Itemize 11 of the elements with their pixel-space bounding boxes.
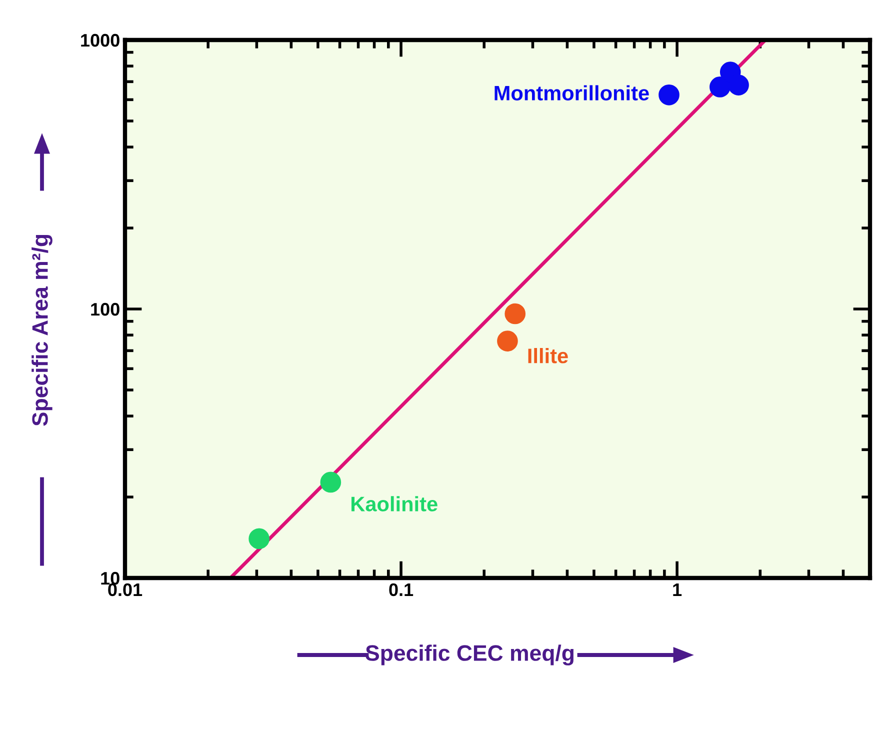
series-label: Montmorillonite xyxy=(494,85,649,100)
y-axis-title: Specific Area m²/g xyxy=(32,234,52,426)
x-tick-label: 0.1 xyxy=(389,583,414,596)
y-tick-label: 100 xyxy=(91,302,120,316)
y-tick-label: 10 xyxy=(101,572,120,585)
y-tick-label: 1000 xyxy=(81,34,120,47)
x-tick-label: 1 xyxy=(673,584,682,596)
series-label: Kaolinite xyxy=(352,496,438,512)
series-label: Illite xyxy=(528,348,568,364)
x-axis-title: Specific CEC meq/g xyxy=(366,644,574,666)
x-tick-label: 0.01 xyxy=(108,583,142,596)
